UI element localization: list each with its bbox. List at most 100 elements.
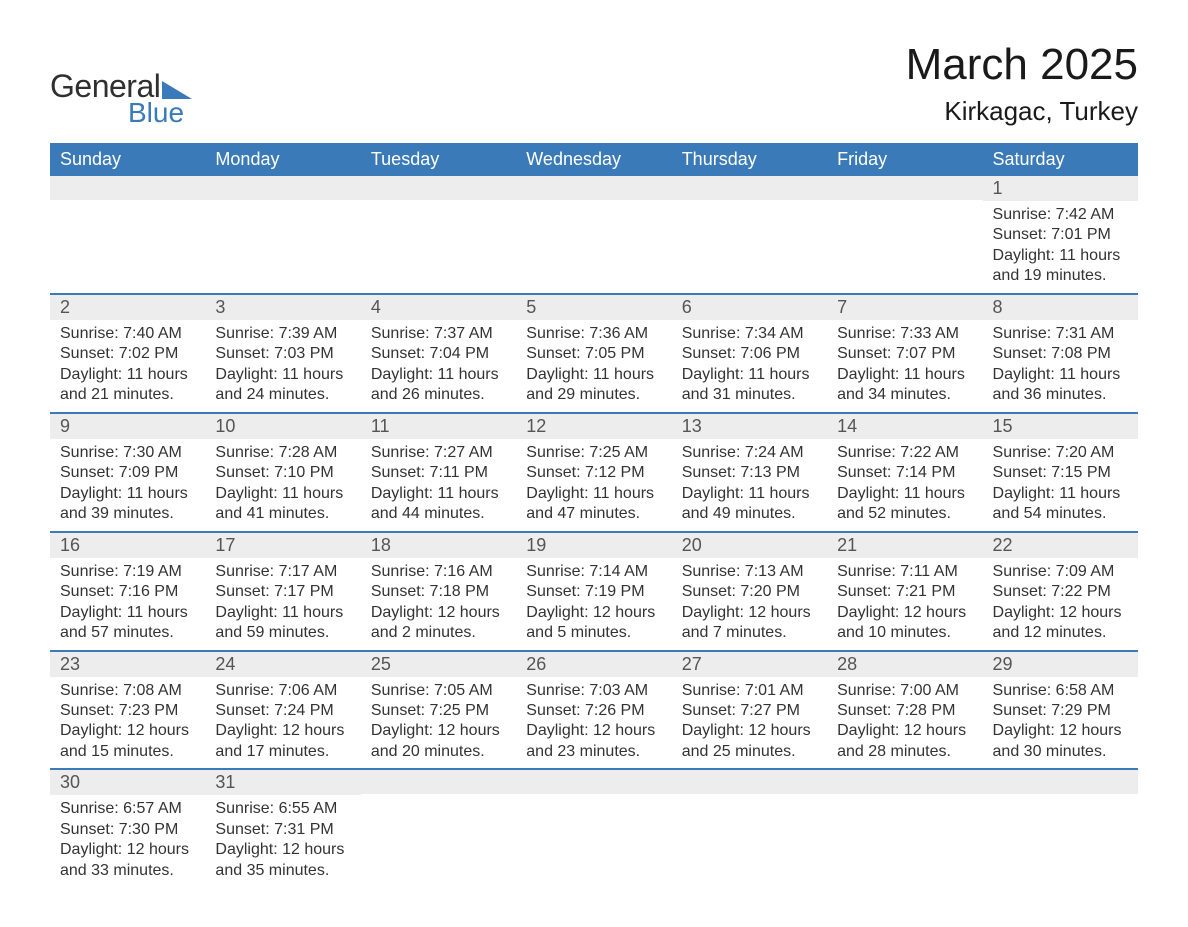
calendar-day-cell: 1Sunrise: 7:42 AMSunset: 7:01 PMDaylight… <box>983 176 1138 294</box>
day-number: 2 <box>50 295 205 320</box>
sunrise-line: Sunrise: 7:30 AM <box>60 443 195 463</box>
sunset-line: Sunset: 7:16 PM <box>60 582 195 602</box>
day-data: Sunrise: 7:09 AMSunset: 7:22 PMDaylight:… <box>983 558 1138 650</box>
sunset-line: Sunset: 7:11 PM <box>371 463 506 483</box>
day-number <box>361 176 516 200</box>
daylight-line: Daylight: 11 hours and 41 minutes. <box>215 484 350 525</box>
day-header: Monday <box>205 143 360 176</box>
sunset-line: Sunset: 7:03 PM <box>215 344 350 364</box>
day-number <box>672 176 827 200</box>
day-number: 25 <box>361 652 516 677</box>
sunrise-line: Sunrise: 7:39 AM <box>215 324 350 344</box>
calendar-day-cell: 19Sunrise: 7:14 AMSunset: 7:19 PMDayligh… <box>516 532 671 651</box>
day-number: 26 <box>516 652 671 677</box>
daylight-line: Daylight: 12 hours and 15 minutes. <box>60 721 195 762</box>
day-number: 9 <box>50 414 205 439</box>
sunrise-line: Sunrise: 7:25 AM <box>526 443 661 463</box>
day-data: Sunrise: 7:30 AMSunset: 7:09 PMDaylight:… <box>50 439 205 531</box>
sunset-line: Sunset: 7:14 PM <box>837 463 972 483</box>
daylight-line: Daylight: 12 hours and 28 minutes. <box>837 721 972 762</box>
calendar-day-cell: 17Sunrise: 7:17 AMSunset: 7:17 PMDayligh… <box>205 532 360 651</box>
calendar-day-cell: 6Sunrise: 7:34 AMSunset: 7:06 PMDaylight… <box>672 294 827 413</box>
day-data: Sunrise: 7:36 AMSunset: 7:05 PMDaylight:… <box>516 320 671 412</box>
sunset-line: Sunset: 7:20 PM <box>682 582 817 602</box>
day-data <box>672 200 827 280</box>
sunrise-line: Sunrise: 7:42 AM <box>993 205 1128 225</box>
day-data: Sunrise: 7:16 AMSunset: 7:18 PMDaylight:… <box>361 558 516 650</box>
day-number: 24 <box>205 652 360 677</box>
day-header: Sunday <box>50 143 205 176</box>
calendar-day-cell: 29Sunrise: 6:58 AMSunset: 7:29 PMDayligh… <box>983 651 1138 770</box>
day-number: 21 <box>827 533 982 558</box>
sunrise-line: Sunrise: 6:57 AM <box>60 799 195 819</box>
sunrise-line: Sunrise: 7:06 AM <box>215 681 350 701</box>
sunrise-line: Sunrise: 7:37 AM <box>371 324 506 344</box>
calendar-day-cell: 4Sunrise: 7:37 AMSunset: 7:04 PMDaylight… <box>361 294 516 413</box>
title-block: March 2025 Kirkagac, Turkey <box>906 40 1138 127</box>
day-data: Sunrise: 7:14 AMSunset: 7:19 PMDaylight:… <box>516 558 671 650</box>
day-data: Sunrise: 6:57 AMSunset: 7:30 PMDaylight:… <box>50 795 205 887</box>
sunrise-line: Sunrise: 7:14 AM <box>526 562 661 582</box>
daylight-line: Daylight: 12 hours and 17 minutes. <box>215 721 350 762</box>
sunrise-line: Sunrise: 7:19 AM <box>60 562 195 582</box>
calendar-week-row: 30Sunrise: 6:57 AMSunset: 7:30 PMDayligh… <box>50 769 1138 887</box>
day-data <box>827 200 982 280</box>
day-header: Saturday <box>983 143 1138 176</box>
day-number: 28 <box>827 652 982 677</box>
day-data: Sunrise: 7:25 AMSunset: 7:12 PMDaylight:… <box>516 439 671 531</box>
calendar-day-cell: 26Sunrise: 7:03 AMSunset: 7:26 PMDayligh… <box>516 651 671 770</box>
day-data <box>205 200 360 280</box>
daylight-line: Daylight: 11 hours and 47 minutes. <box>526 484 661 525</box>
sunset-line: Sunset: 7:06 PM <box>682 344 817 364</box>
day-data: Sunrise: 7:34 AMSunset: 7:06 PMDaylight:… <box>672 320 827 412</box>
day-data: Sunrise: 7:17 AMSunset: 7:17 PMDaylight:… <box>205 558 360 650</box>
calendar-day-cell: 2Sunrise: 7:40 AMSunset: 7:02 PMDaylight… <box>50 294 205 413</box>
month-title: March 2025 <box>906 40 1138 90</box>
calendar-day-cell: 31Sunrise: 6:55 AMSunset: 7:31 PMDayligh… <box>205 769 360 887</box>
sunrise-line: Sunrise: 7:20 AM <box>993 443 1128 463</box>
sunset-line: Sunset: 7:05 PM <box>526 344 661 364</box>
sunset-line: Sunset: 7:30 PM <box>60 820 195 840</box>
daylight-line: Daylight: 12 hours and 12 minutes. <box>993 603 1128 644</box>
day-number: 19 <box>516 533 671 558</box>
sunset-line: Sunset: 7:18 PM <box>371 582 506 602</box>
sunset-line: Sunset: 7:19 PM <box>526 582 661 602</box>
daylight-line: Daylight: 11 hours and 57 minutes. <box>60 603 195 644</box>
day-data: Sunrise: 7:40 AMSunset: 7:02 PMDaylight:… <box>50 320 205 412</box>
day-data: Sunrise: 7:28 AMSunset: 7:10 PMDaylight:… <box>205 439 360 531</box>
calendar-day-cell <box>672 176 827 294</box>
daylight-line: Daylight: 12 hours and 7 minutes. <box>682 603 817 644</box>
location-label: Kirkagac, Turkey <box>906 96 1138 127</box>
calendar-day-cell: 5Sunrise: 7:36 AMSunset: 7:05 PMDaylight… <box>516 294 671 413</box>
calendar-day-cell: 12Sunrise: 7:25 AMSunset: 7:12 PMDayligh… <box>516 413 671 532</box>
daylight-line: Daylight: 11 hours and 36 minutes. <box>993 365 1128 406</box>
day-data: Sunrise: 7:05 AMSunset: 7:25 PMDaylight:… <box>361 677 516 769</box>
day-data: Sunrise: 7:42 AMSunset: 7:01 PMDaylight:… <box>983 201 1138 293</box>
sunset-line: Sunset: 7:02 PM <box>60 344 195 364</box>
calendar-day-cell: 22Sunrise: 7:09 AMSunset: 7:22 PMDayligh… <box>983 532 1138 651</box>
brand-logo: General Blue <box>50 68 192 129</box>
day-number: 8 <box>983 295 1138 320</box>
sunrise-line: Sunrise: 7:27 AM <box>371 443 506 463</box>
day-number: 15 <box>983 414 1138 439</box>
calendar-table: Sunday Monday Tuesday Wednesday Thursday… <box>50 143 1138 887</box>
calendar-day-cell: 3Sunrise: 7:39 AMSunset: 7:03 PMDaylight… <box>205 294 360 413</box>
day-data: Sunrise: 7:37 AMSunset: 7:04 PMDaylight:… <box>361 320 516 412</box>
day-number <box>50 176 205 200</box>
daylight-line: Daylight: 11 hours and 24 minutes. <box>215 365 350 406</box>
sunrise-line: Sunrise: 6:55 AM <box>215 799 350 819</box>
sunrise-line: Sunrise: 7:01 AM <box>682 681 817 701</box>
sunrise-line: Sunrise: 7:17 AM <box>215 562 350 582</box>
day-number: 6 <box>672 295 827 320</box>
sunset-line: Sunset: 7:25 PM <box>371 701 506 721</box>
sunset-line: Sunset: 7:04 PM <box>371 344 506 364</box>
sunset-line: Sunset: 7:23 PM <box>60 701 195 721</box>
sunrise-line: Sunrise: 7:28 AM <box>215 443 350 463</box>
calendar-day-cell: 15Sunrise: 7:20 AMSunset: 7:15 PMDayligh… <box>983 413 1138 532</box>
day-header-row: Sunday Monday Tuesday Wednesday Thursday… <box>50 143 1138 176</box>
day-data: Sunrise: 7:00 AMSunset: 7:28 PMDaylight:… <box>827 677 982 769</box>
calendar-day-cell: 21Sunrise: 7:11 AMSunset: 7:21 PMDayligh… <box>827 532 982 651</box>
sunset-line: Sunset: 7:10 PM <box>215 463 350 483</box>
day-number: 11 <box>361 414 516 439</box>
day-number: 27 <box>672 652 827 677</box>
